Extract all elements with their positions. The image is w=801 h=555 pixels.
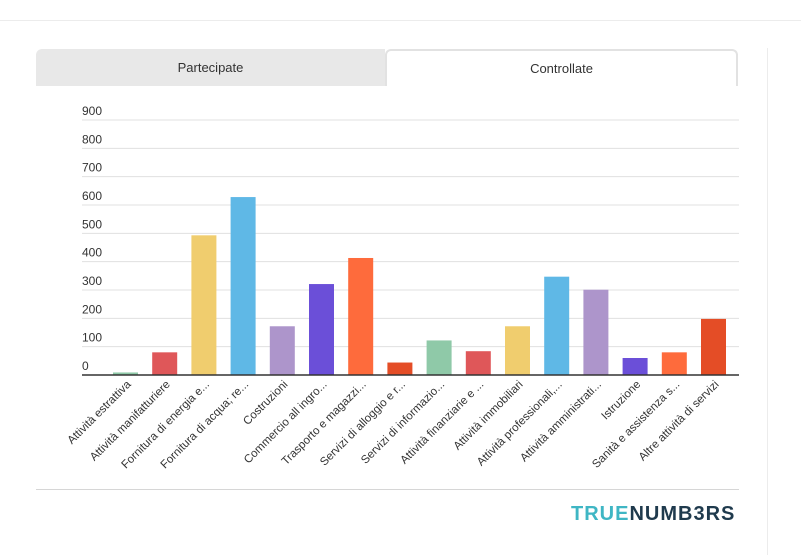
y-tick-label: 400 <box>82 246 102 260</box>
bottom-divider <box>36 489 739 490</box>
tab-partecipate[interactable]: Partecipate <box>36 49 385 86</box>
right-divider <box>767 48 768 555</box>
bar-chart: 0 100 200 300 400 500 600 700 800 900 Attività est… <box>65 104 739 471</box>
bar[interactable] <box>465 351 491 375</box>
y-tick-label: 500 <box>82 217 102 231</box>
x-category-label: Attività immobiliari <box>452 379 526 453</box>
y-tick-label: 600 <box>82 189 102 203</box>
x-category-label: Attività estrattiva <box>65 378 134 447</box>
bar[interactable] <box>622 358 648 375</box>
y-tick-label: 800 <box>82 132 102 146</box>
brand-logo-part2: NUMB3RS <box>629 503 736 525</box>
bar[interactable] <box>701 318 726 375</box>
bar[interactable] <box>348 257 374 375</box>
y-tick-label: 700 <box>82 161 102 175</box>
y-tick-label: 900 <box>82 104 102 118</box>
bar[interactable] <box>113 372 138 375</box>
tab-bar: Partecipate Controllate <box>36 49 738 86</box>
bar[interactable] <box>583 289 609 375</box>
brand-logo: TRUENUMB3RS <box>571 503 735 526</box>
bar[interactable] <box>152 352 178 375</box>
tab-controllate[interactable]: Controllate <box>385 49 738 86</box>
y-tick-label: 0 <box>82 359 89 373</box>
brand-logo-part1: TRUE <box>571 503 630 525</box>
bar[interactable] <box>505 326 530 375</box>
bar[interactable] <box>269 326 295 375</box>
bar[interactable] <box>191 235 217 375</box>
y-tick-label: 200 <box>82 302 102 316</box>
bar[interactable] <box>426 340 452 375</box>
bar[interactable] <box>230 197 256 375</box>
x-category-label: Attività amministrati... <box>518 379 604 465</box>
top-divider <box>0 20 801 21</box>
y-tick-label: 300 <box>82 274 102 288</box>
bar[interactable] <box>544 276 570 375</box>
y-tick-label: 100 <box>82 331 102 345</box>
x-category-label: Altre attività di servizi <box>637 379 722 464</box>
bar[interactable] <box>661 352 687 375</box>
bar[interactable] <box>309 284 334 375</box>
bar[interactable] <box>387 362 413 375</box>
